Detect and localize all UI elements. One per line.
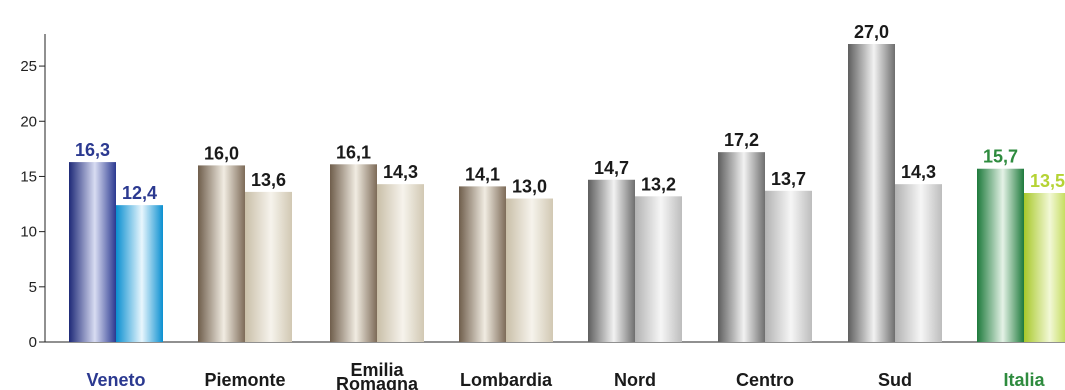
bar-veneto-s2 bbox=[116, 205, 163, 342]
bar-veneto-s1 bbox=[69, 162, 116, 342]
bar-sud-s2 bbox=[895, 184, 942, 342]
data-label: 14,1 bbox=[465, 164, 500, 184]
data-label: 16,3 bbox=[75, 140, 110, 160]
bar-sud-s1 bbox=[848, 44, 895, 342]
y-tick-label: 25 bbox=[20, 58, 37, 75]
bar-piemonte-s1 bbox=[198, 165, 245, 342]
data-label: 16,1 bbox=[336, 142, 371, 162]
bars bbox=[69, 44, 1065, 342]
data-label: 13,5 bbox=[1030, 171, 1065, 191]
category-label: Lombardia bbox=[460, 370, 553, 390]
bar-piemonte-s2 bbox=[245, 191, 292, 342]
data-label: 15,7 bbox=[983, 147, 1018, 167]
data-label: 14,3 bbox=[901, 162, 936, 182]
bar-italia-s1 bbox=[977, 168, 1024, 342]
y-tick-label: 15 bbox=[20, 168, 37, 185]
bar-emilia-romagna-s1 bbox=[330, 164, 377, 342]
category-label: Centro bbox=[736, 370, 794, 390]
category-label: Emilia Romagna bbox=[336, 360, 419, 390]
data-label: 14,7 bbox=[594, 158, 629, 178]
category-label: Italia bbox=[1003, 370, 1045, 390]
value-labels: 16,3 12,4 16,0 13,6 16,1 14,3 14,1 13,0 14,7 13,2… bbox=[75, 22, 1065, 203]
bar-nord-s2 bbox=[635, 196, 682, 342]
category-label: Sud bbox=[878, 370, 912, 390]
y-tick-label: 10 bbox=[20, 224, 37, 241]
data-label: 13,7 bbox=[771, 169, 806, 189]
bar-lombardia-s1 bbox=[459, 186, 506, 342]
category-label: Nord bbox=[614, 370, 656, 390]
category-label: Piemonte bbox=[204, 370, 285, 390]
data-label: 17,2 bbox=[724, 130, 759, 150]
y-tick-label: 0 bbox=[29, 334, 37, 351]
data-label: 13,2 bbox=[641, 174, 676, 194]
data-label: 14,3 bbox=[383, 162, 418, 182]
data-label: 13,0 bbox=[512, 177, 547, 197]
bar-emilia-romagna-s2 bbox=[377, 184, 424, 342]
y-tick-label: 5 bbox=[29, 279, 37, 296]
data-label: 16,0 bbox=[204, 143, 239, 163]
data-label: 13,6 bbox=[251, 170, 286, 190]
data-label: 12,4 bbox=[122, 183, 157, 203]
bar-centro-s2 bbox=[765, 190, 812, 342]
bar-centro-s1 bbox=[718, 152, 765, 342]
bar-italia-s2 bbox=[1024, 193, 1065, 342]
bar-nord-s1 bbox=[588, 179, 635, 342]
data-label: 27,0 bbox=[854, 22, 889, 42]
category-label: Veneto bbox=[86, 370, 145, 390]
bar-lombardia-s2 bbox=[506, 198, 553, 342]
category-labels: Veneto Piemonte Emilia Romagna Lombardia Nord… bbox=[86, 360, 1045, 390]
y-tick-label: 20 bbox=[20, 113, 37, 130]
